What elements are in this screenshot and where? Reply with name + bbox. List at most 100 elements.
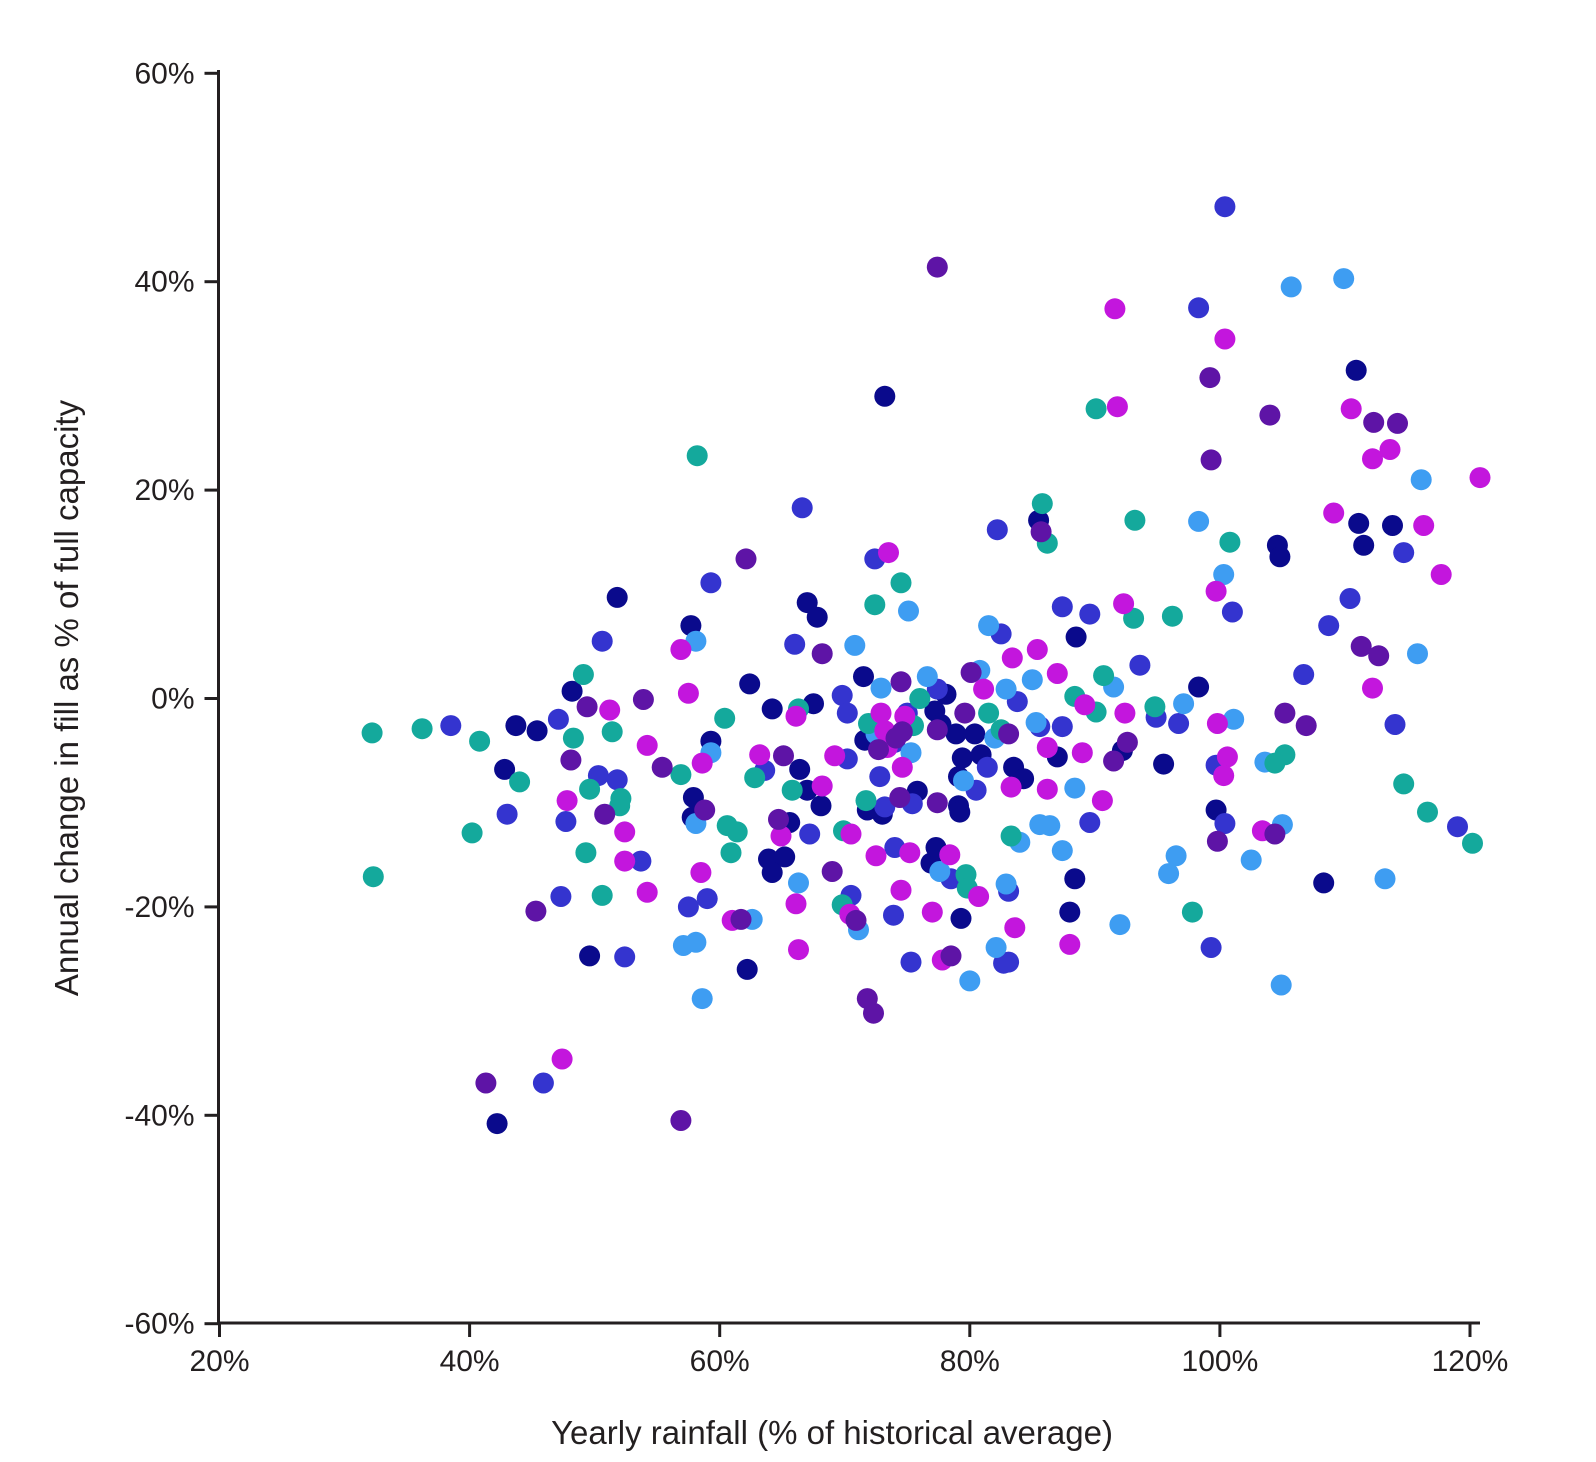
scatter-point-ltblue [1223, 708, 1245, 730]
scatter-point-magenta [968, 886, 990, 907]
scatter-point-ltblue [995, 873, 1017, 895]
scatter-point-ltblue [1270, 974, 1292, 996]
scatter-point-royal [799, 823, 821, 845]
scatter-point-ltblue [1213, 564, 1235, 585]
scatter-point-ltblue [1064, 777, 1086, 799]
scatter-point-royal [614, 946, 636, 968]
scatter-point-royal [532, 1072, 554, 1094]
scatter-point-teal [1181, 901, 1203, 923]
scatter-point-ltblue [1158, 863, 1180, 885]
scatter-point-magenta [677, 682, 699, 704]
scatter-point-magenta [599, 699, 621, 721]
axes-layer: 20% 40% 60% 80% 100% 120% -60% -40% -20% 0% 20% 40%… [124, 57, 1508, 1378]
scatter-point-teal [601, 721, 623, 743]
scatter-point-navy [806, 606, 828, 628]
scatter-point-ltblue [1025, 712, 1047, 733]
scatter-point-royal [1384, 714, 1406, 735]
scatter-point-royal [555, 811, 577, 832]
scatter-point-magenta [1004, 917, 1026, 939]
scatter-point-teal [1264, 752, 1286, 774]
scatter-point-royal [784, 633, 806, 655]
scatter-point-teal [909, 688, 931, 709]
scatter-point-navy [853, 666, 874, 688]
scatter-point-teal [864, 594, 886, 616]
scatter-point-magenta [1091, 790, 1113, 812]
scatter-point-magenta [1469, 467, 1491, 489]
scatter-point-teal [469, 730, 491, 752]
scatter-point-magenta [973, 678, 995, 700]
scatter-point-purple [891, 721, 913, 743]
scatter-point-purple [1387, 412, 1408, 434]
scatter-point-ltblue [1109, 914, 1131, 936]
scatter-point-magenta [890, 879, 912, 901]
scatter-point-purple [730, 908, 752, 930]
scatter-point-royal [993, 952, 1015, 974]
scatter-point-teal [726, 821, 748, 843]
scatter-point-ltblue [1029, 814, 1051, 836]
scatter-point-magenta [1026, 639, 1048, 660]
x-axis-tick-label: 40% [440, 1345, 500, 1378]
scatter-point-magenta [670, 639, 692, 660]
scatter-point-magenta [785, 705, 807, 727]
scatter-point-teal [1085, 398, 1107, 420]
scatter-point-navy [810, 795, 832, 817]
scatter-point-purple [1200, 449, 1222, 471]
scatter-point-royal [700, 572, 722, 594]
scatter-point-ltblue [978, 615, 1000, 637]
scatter-point-magenta [636, 881, 658, 903]
scatter-point-ltblue [1051, 840, 1073, 862]
scatter-point-navy [561, 680, 583, 702]
scatter-point-royal [1079, 603, 1101, 625]
scatter-point-ltblue [995, 678, 1017, 700]
scatter-point-purple [998, 723, 1020, 745]
scatter-point-teal [1417, 801, 1438, 823]
scatter-point-purple [1368, 645, 1390, 667]
scatter-point-magenta [1362, 677, 1383, 699]
scatter-point-purple [1116, 731, 1138, 753]
scatter-point-magenta [1074, 694, 1096, 716]
scatter-point-navy [789, 758, 811, 780]
scatter-point-teal [579, 778, 601, 800]
scatter-point-ltblue [959, 970, 981, 992]
scatter-point-purple [1030, 521, 1052, 543]
scatter-point-royal [440, 715, 462, 737]
scatter-point-magenta [1036, 778, 1058, 800]
scatter-point-ltblue [1280, 276, 1302, 298]
scatter-point-teal [1161, 605, 1183, 627]
scatter-point-teal [575, 842, 597, 864]
scatter-point-navy [964, 723, 986, 745]
scatter-point-royal [1051, 596, 1073, 618]
scatter-point-navy [1348, 512, 1370, 534]
scatter-point-teal [714, 707, 736, 729]
scatter-point-ltblue [916, 666, 938, 688]
scatter-point-ltblue [1374, 868, 1396, 890]
scatter-point-purple [632, 689, 654, 710]
scatter-point-ltblue [1240, 849, 1262, 871]
scatter-point-magenta [1000, 776, 1022, 798]
scatter-point-magenta [1001, 647, 1023, 669]
scatter-point-royal [591, 630, 613, 652]
scatter-point-teal [1393, 773, 1415, 795]
scatter-point-royal [1168, 713, 1190, 734]
y-axis-tick-label: 20% [134, 474, 194, 507]
scatter-point-magenta [1214, 328, 1236, 350]
scatter-point-teal [978, 702, 1000, 724]
scatter-point-teal [591, 884, 613, 906]
scatter-point-purple [1199, 367, 1221, 389]
scatter-point-navy [761, 698, 783, 720]
scatter-point-magenta [1114, 702, 1136, 724]
scatter-point-royal [696, 888, 718, 910]
scatter-point-purple [651, 756, 673, 778]
scatter-point-teal [1462, 832, 1483, 854]
scatter-point-navy [1065, 626, 1087, 648]
scatter-point-navy [949, 801, 971, 823]
y-axis-tick-label: -40% [124, 1099, 194, 1132]
scatter-point-magenta [690, 862, 712, 883]
scatter-point-magenta [749, 744, 771, 766]
y-axis-tick-label: 40% [134, 266, 194, 299]
scatter-point-teal [361, 722, 383, 744]
scatter-point-magenta [788, 939, 809, 961]
scatter-point-royal [900, 951, 922, 973]
scatter-point-ltblue [1188, 510, 1210, 532]
scatter-point-royal [883, 904, 904, 926]
